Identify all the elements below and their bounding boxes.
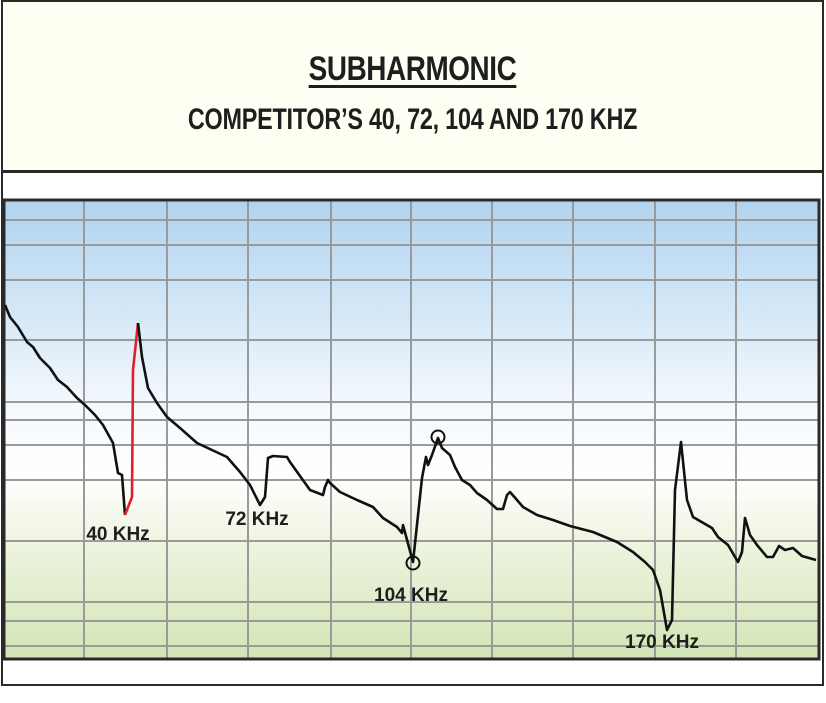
circle-marker (405, 555, 421, 571)
chart-header: SUBHARMONIC COMPETITOR’S 40, 72, 104 AND… (3, 2, 822, 173)
frequency-label: 40 KHz (86, 524, 149, 545)
chart-title: SUBHARMONIC (77, 50, 749, 89)
peak-markers (405, 429, 446, 571)
frequency-labels: 40 KHz 72 KHz 104 KHz 170 KHz (86, 509, 699, 653)
circle-marker (430, 429, 446, 445)
frequency-label: 72 KHz (225, 509, 288, 530)
plot-border (2, 198, 821, 661)
trace-line (123, 322, 140, 516)
chart-subtitle: COMPETITOR’S 40, 72, 104 AND 170 KHZ (187, 103, 638, 136)
frequency-label: 104 KHz (374, 585, 448, 606)
frequency-label: 170 KHz (625, 632, 699, 653)
trace-lines (3, 304, 817, 632)
trace-line (3, 304, 127, 516)
chart-title-text: SUBHARMONIC (308, 50, 517, 88)
trace-line (136, 322, 817, 632)
